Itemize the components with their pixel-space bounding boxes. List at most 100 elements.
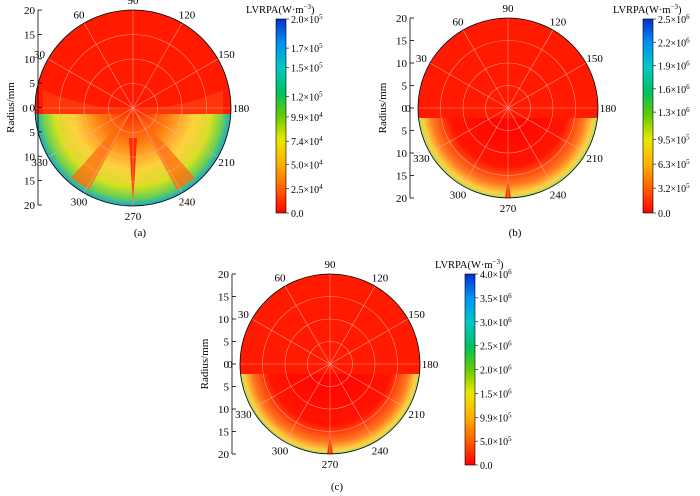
grid-spoke [284,285,331,365]
radius-tick-label: 5 [224,337,230,349]
colorbar-title: LVRPA(W·m−3) [435,258,504,271]
radius-tick-label: 0 [30,103,36,115]
angle-tick-label: 90 [325,259,337,271]
colorbar-tick-label: 4.0×106 [480,268,512,281]
colorbar-tick-label: 1.9×106 [658,60,690,73]
colorbar-tick-label: 7.4×104 [291,135,323,148]
colorbar-tick-label: 2.0×106 [480,364,512,377]
grid-spoke [429,62,509,109]
grid-spoke [329,363,376,443]
colorbar-tick-label: 3.0×106 [480,316,512,329]
grid-spoke [251,318,331,365]
angle-tick-label: 240 [550,190,567,202]
grid-spoke [132,107,219,158]
radius-axis: 20 15 10 5 0 5 10 15 20 Radius/mm [377,13,414,205]
radius-tick-label: 15 [218,427,230,439]
radius-axis: 20 15 10 5 0 5 10 15 20 Radius/mm [199,269,236,461]
colorbar-title: LVRPA(W·m−3) [613,3,682,16]
colorbar-tick-label: 1.2×105 [291,91,323,104]
colorbar-tick-label: 2.5×104 [291,183,323,196]
radius-tick-label: 5 [224,382,230,394]
grid-spoke [83,22,134,109]
radius-tick-label: 10 [396,58,408,70]
grid-spoke [507,107,587,154]
radius-tick-label: 15 [218,292,230,304]
polar-outline [417,17,599,199]
panel-a: 9012015018021024027030033003060201510505… [5,0,323,239]
angle-tick-label: 60 [453,16,465,28]
grid-spoke [329,363,409,410]
colorbar-tick-label: 2.5×106 [480,340,512,353]
radius-axis-label: Radius/mm [199,338,211,389]
colorbar-tick-label: 1.5×105 [291,62,323,75]
colorbar-tick-label: 1.7×105 [291,42,323,55]
radius-tick-label: 10 [24,151,36,163]
angle-tick-label: 60 [74,9,86,21]
colorbar-tick-label: 5.0×105 [480,435,512,448]
angle-tick-label: 240 [372,446,389,458]
colorbar-tick-label: 2.2×106 [658,36,690,49]
angle-tick-label: 0 [22,103,28,115]
colorbar-tick-label: 0.0 [291,209,304,220]
polar-plot [239,273,421,455]
angle-tick-label: 240 [179,197,196,209]
angle-tick-label: 0 [405,103,411,115]
grid-spoke [132,22,183,109]
angle-tick-label: 270 [322,459,339,471]
colorbar-tick-label: 2.5×106 [658,13,690,26]
grid-spoke [132,107,183,194]
angle-tick-label: 0 [227,359,233,371]
angle-tick-label: 300 [450,190,467,202]
angle-tick-label: 270 [500,203,517,215]
polar-outline [34,9,232,207]
polar-plot [34,9,232,207]
panel-b: 90 120 150 180 210 240 270 300 330 0 30 60 20 15 10 5 0 5… [377,3,690,239]
angle-tick-label: 330 [413,153,430,165]
colorbar-title: LVRPA(W·m−3) [246,3,315,16]
radius-tick-label: 15 [396,36,408,48]
grid-spoke [251,363,331,410]
colorbar: LVRPA(W·m−3) 0.0 5.0×105 9.9×105 1.5×106 2.0×… [435,258,512,472]
panel-label: (a) [134,227,147,239]
panel-c: 90 120 150 180 210 240 270 300 330 0 30 60 20 15 10 5 0 5… [199,258,512,493]
radius-axis-label: Radius/mm [377,82,389,133]
angle-tick-label: 90 [128,0,140,7]
colorbar-bar [464,273,476,466]
grid-spoke [284,363,331,443]
heatmap-ray [71,108,133,190]
grid-spoke [429,107,509,154]
grid-spoke [329,318,409,365]
angle-tick-label: 180 [233,103,250,115]
colorbar: LVRPA(W·m−3) 0.0 3.2×105 6.3×105 9.5×105 1.3×… [613,3,690,220]
radius-tick-label: 20 [24,200,36,212]
polar-outline [239,273,421,455]
grid-spoke [329,285,376,365]
radius-tick-label: 10 [24,54,36,66]
grid-spoke [507,62,587,109]
radius-tick-label: 15 [24,29,36,41]
angle-tick-label: 120 [550,16,567,28]
grid-spoke [462,107,509,187]
radius-tick-label: 0 [224,359,230,371]
heatmap-ray [133,108,195,190]
grid-spoke [83,107,134,194]
radius-tick-label: 20 [218,269,230,281]
angle-tick-label: 300 [71,197,88,209]
angle-tick-label: 150 [408,309,425,321]
colorbar-tick-label: 3.5×106 [480,292,512,305]
colorbar-tick-label: 3.2×105 [658,182,690,195]
panel-label: (c) [331,481,344,493]
colorbar-tick-label: 1.6×106 [658,83,690,96]
colorbar-tick-label: 9.9×105 [480,412,512,425]
angle-tick-label: 150 [586,53,603,65]
colorbar-tick-label: 9.9×104 [291,111,323,124]
radius-tick-label: 15 [396,171,408,183]
angle-tick-label: 330 [31,157,48,169]
angle-tick-label: 120 [179,9,196,21]
angle-tick-label: 30 [416,53,428,65]
angle-tick-label: 210 [408,409,425,421]
radius-tick-label: 10 [218,404,230,416]
colorbar-tick-label: 9.5×105 [658,133,690,146]
radius-tick-label: 10 [218,314,230,326]
